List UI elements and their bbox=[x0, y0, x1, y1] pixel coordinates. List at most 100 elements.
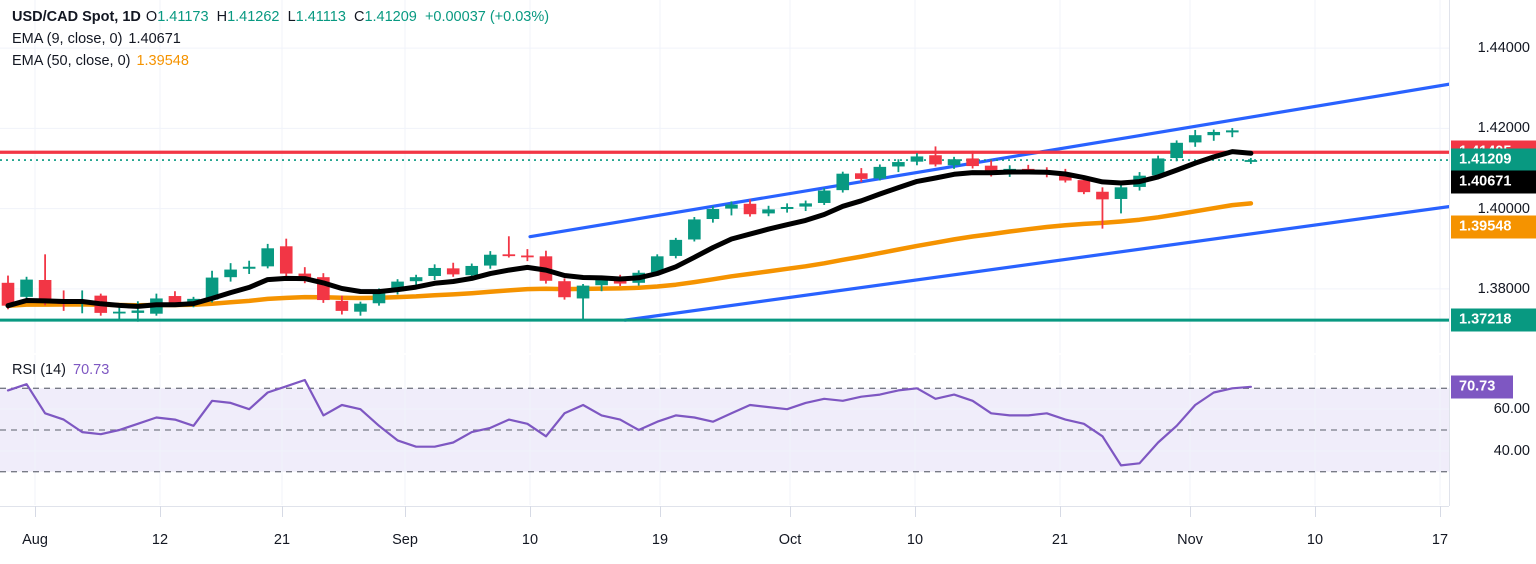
price-pane[interactable] bbox=[0, 0, 1449, 353]
ema50-price-badge[interactable]: 1.39548 bbox=[1451, 215, 1536, 239]
time-axis-separator bbox=[0, 506, 1449, 507]
candle-body[interactable] bbox=[38, 279, 52, 303]
candle-body[interactable] bbox=[1188, 135, 1202, 143]
candle-body[interactable] bbox=[762, 209, 775, 214]
time-tick-label: 10 bbox=[1306, 532, 1324, 548]
candle-body[interactable] bbox=[1151, 158, 1165, 176]
price-tick-label: 1.38000 bbox=[1477, 280, 1530, 297]
candle-body[interactable] bbox=[558, 281, 571, 298]
time-tick-mark bbox=[790, 506, 791, 517]
time-tick-label: 21 bbox=[1051, 532, 1069, 548]
candle-body[interactable] bbox=[131, 310, 145, 313]
candle-body[interactable] bbox=[725, 204, 738, 209]
time-tick-mark bbox=[405, 506, 406, 517]
candle-body[interactable] bbox=[224, 269, 237, 278]
candle-body[interactable] bbox=[836, 173, 850, 191]
candle-body[interactable] bbox=[279, 246, 293, 274]
time-axis[interactable]: Aug 12 21 Sep 10 19 Oct 10 21 Nov 10 17 bbox=[0, 506, 1449, 564]
time-tick-mark bbox=[1440, 506, 1441, 517]
candle-body[interactable] bbox=[743, 203, 757, 215]
candle-body[interactable] bbox=[855, 173, 868, 179]
ema9-line bbox=[5, 149, 1254, 309]
candle-body[interactable] bbox=[1170, 142, 1183, 159]
candle-body[interactable] bbox=[947, 159, 961, 166]
candle-body[interactable] bbox=[984, 165, 998, 174]
time-tick-label: 19 bbox=[651, 532, 669, 548]
trendline-upper[interactable] bbox=[528, 82, 1449, 239]
candle-body[interactable] bbox=[205, 277, 219, 300]
candle-body[interactable] bbox=[1114, 187, 1128, 199]
candle-body[interactable] bbox=[1059, 172, 1072, 181]
candle-body[interactable] bbox=[372, 291, 386, 304]
candle-body[interactable] bbox=[1096, 191, 1109, 200]
ema9-price-badge[interactable]: 1.40671 bbox=[1451, 170, 1536, 194]
candle-body[interactable] bbox=[428, 267, 441, 276]
candle-body[interactable] bbox=[1226, 130, 1239, 133]
candle-body[interactable] bbox=[817, 190, 831, 203]
candle-body[interactable] bbox=[780, 206, 794, 209]
price-axis[interactable]: 1.440001.420001.400001.380001.414051.412… bbox=[1449, 0, 1536, 506]
candle-body[interactable] bbox=[688, 219, 701, 240]
candle-body[interactable] bbox=[1, 282, 15, 306]
candle-body[interactable] bbox=[799, 203, 812, 207]
candle-body[interactable] bbox=[113, 311, 126, 314]
time-tick-label: Nov bbox=[1177, 532, 1203, 548]
price-tick-label: 1.44000 bbox=[1477, 40, 1530, 57]
candle-body[interactable] bbox=[261, 248, 274, 267]
time-tick-mark bbox=[530, 506, 531, 517]
candle-body[interactable] bbox=[502, 254, 516, 257]
ema50-line bbox=[5, 201, 1254, 308]
time-tick-mark bbox=[915, 506, 916, 517]
candle-body[interactable] bbox=[1244, 160, 1258, 162]
rsi-tick-label: 40.00 bbox=[1493, 442, 1530, 459]
time-tick-mark bbox=[35, 506, 36, 517]
price-tick-label: 1.40000 bbox=[1477, 200, 1530, 217]
last-price-badge[interactable]: 1.41209 bbox=[1451, 148, 1536, 172]
candle-body[interactable] bbox=[354, 303, 367, 312]
candle-body[interactable] bbox=[892, 162, 905, 167]
candle-body[interactable] bbox=[446, 268, 460, 275]
candle-body[interactable] bbox=[669, 239, 683, 256]
support-price-badge[interactable]: 1.37218 bbox=[1451, 308, 1536, 332]
time-tick-label: Oct bbox=[778, 532, 802, 548]
candle-body[interactable] bbox=[966, 158, 979, 167]
time-tick-mark bbox=[1315, 506, 1316, 517]
time-tick-label: 12 bbox=[151, 532, 169, 548]
candle-body[interactable] bbox=[391, 281, 404, 292]
candle-body[interactable] bbox=[20, 279, 33, 297]
candle-body[interactable] bbox=[335, 300, 349, 311]
price-chart-svg[interactable] bbox=[0, 0, 1449, 353]
candle-body[interactable] bbox=[465, 265, 479, 276]
time-tick-label: Aug bbox=[22, 532, 48, 548]
rsi-band bbox=[0, 388, 1449, 472]
candle-body[interactable] bbox=[873, 166, 887, 179]
candle-body[interactable] bbox=[409, 277, 423, 282]
candle-body[interactable] bbox=[595, 279, 608, 286]
candle-body[interactable] bbox=[929, 155, 942, 165]
rsi-pane[interactable] bbox=[0, 355, 1449, 505]
time-tick-label: Sep bbox=[392, 532, 418, 548]
candle-body[interactable] bbox=[910, 156, 924, 162]
time-tick-mark bbox=[1060, 506, 1061, 517]
time-tick-mark bbox=[1190, 506, 1191, 517]
candle-body[interactable] bbox=[1077, 180, 1091, 193]
rsi-tick-label: 60.00 bbox=[1493, 401, 1530, 418]
candle-body[interactable] bbox=[576, 285, 590, 299]
candle-body[interactable] bbox=[650, 256, 664, 273]
candle-body[interactable] bbox=[706, 208, 720, 220]
time-tick-mark bbox=[160, 506, 161, 517]
candle-body[interactable] bbox=[1207, 131, 1221, 136]
candle-body[interactable] bbox=[484, 254, 497, 266]
time-tick-label: 10 bbox=[521, 532, 539, 548]
trendline-lower[interactable] bbox=[623, 204, 1449, 322]
rsi-line bbox=[6, 378, 1252, 467]
rsi-value-badge[interactable]: 70.73 bbox=[1451, 375, 1513, 399]
time-tick-mark bbox=[282, 506, 283, 517]
candle-body[interactable] bbox=[168, 296, 182, 305]
rsi-chart-svg[interactable] bbox=[0, 355, 1449, 505]
time-tick-mark bbox=[660, 506, 661, 517]
candle-body[interactable] bbox=[521, 255, 534, 258]
time-tick-label: 17 bbox=[1431, 532, 1449, 548]
candle-body[interactable] bbox=[242, 266, 256, 269]
